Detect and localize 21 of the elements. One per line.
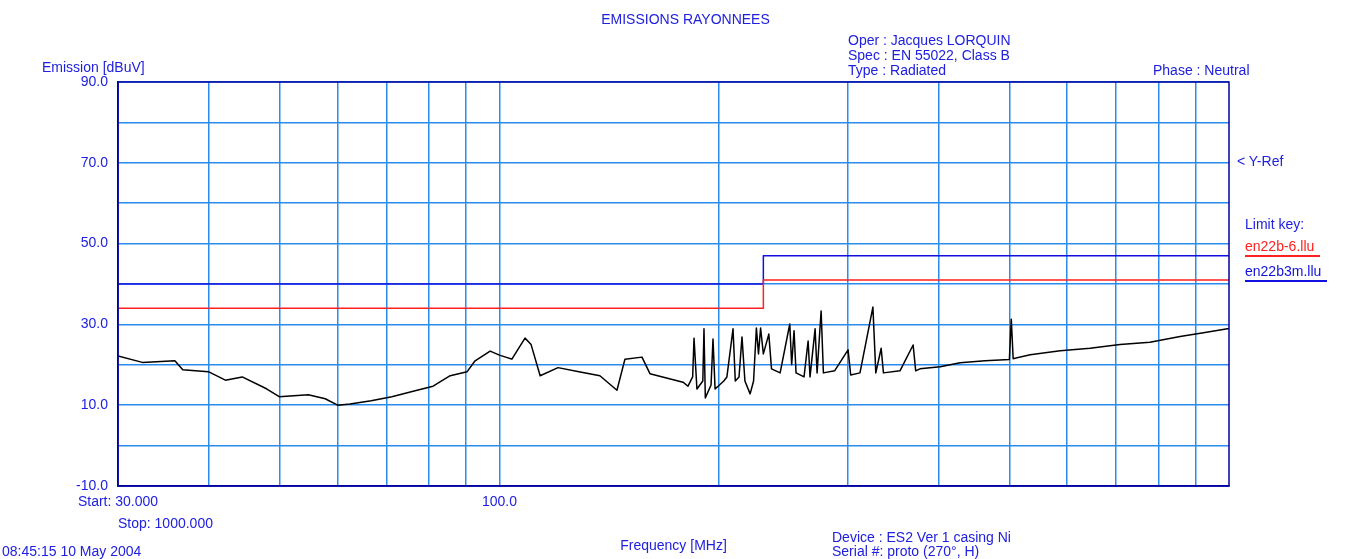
text: Serial #: proto (270°, H) xyxy=(832,543,980,559)
y-tick-label: 30.0 xyxy=(80,315,109,332)
text: Stop: 1000.000 xyxy=(118,515,213,531)
chart-title: EMISSIONS RAYONNEES xyxy=(600,11,771,27)
text: Spec : EN 55022, Class B xyxy=(848,47,1010,63)
text: en22b-6.llu xyxy=(1245,238,1321,257)
legend-title: Limit key: xyxy=(1245,216,1306,232)
text: 08:45:15 10 May 2004 xyxy=(2,543,142,559)
y-tick-label: -10.0 xyxy=(76,476,109,493)
y-tick-label: 70.0 xyxy=(80,153,109,170)
text: Phase : Neutral xyxy=(1153,62,1250,78)
text: < Y-Ref xyxy=(1237,153,1284,169)
text: Oper : Jacques LORQUIN xyxy=(848,32,1011,48)
series-label: en22b3m.llu xyxy=(1245,263,1328,282)
y-tick-label: 10.0 xyxy=(80,396,109,413)
y-tick-label: 50.0 xyxy=(80,234,109,251)
text: Type : Radiated xyxy=(848,62,947,78)
x-tick-label: 100.0 xyxy=(481,493,518,510)
text: Device : ES2 Ver 1 casing Ni xyxy=(832,529,1011,545)
x-axis-title: Frequency [MHz] xyxy=(620,537,727,554)
x-tick-label: Start: 30.000 xyxy=(77,493,159,510)
